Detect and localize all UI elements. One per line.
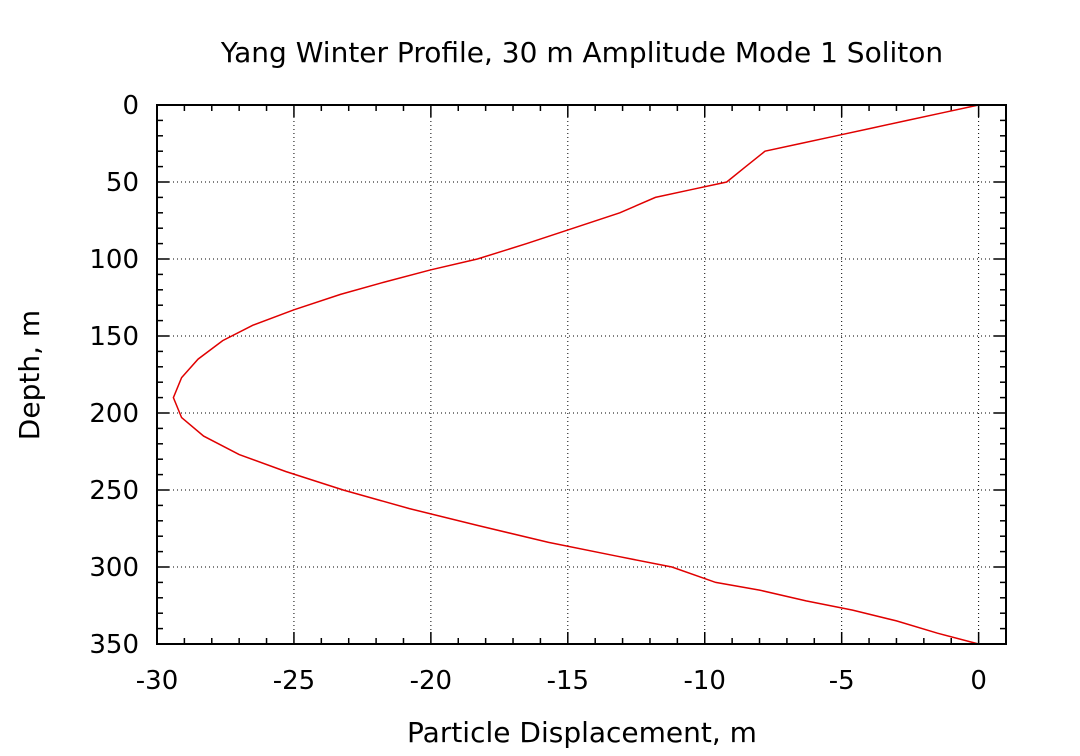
y-axis-label: Depth, m bbox=[13, 310, 46, 440]
y-tick-label: 300 bbox=[89, 553, 139, 583]
y-tick-labels: 0 50 100 150 200 250 300 350 bbox=[89, 91, 139, 660]
y-tick-label: 50 bbox=[106, 168, 139, 198]
plot-frame bbox=[156, 104, 1007, 645]
x-axis-label: Particle Displacement, m bbox=[407, 716, 757, 749]
x-tick-label: -5 bbox=[829, 666, 855, 696]
x-tick-label: -30 bbox=[136, 666, 178, 696]
x-tick-label: -10 bbox=[684, 666, 726, 696]
y-tick-label: 350 bbox=[89, 630, 139, 660]
x-tick-label: -15 bbox=[547, 666, 589, 696]
y-tick-label: 100 bbox=[89, 245, 139, 275]
y-tick-label: 0 bbox=[122, 91, 139, 121]
series-line-displacement bbox=[172, 104, 979, 645]
axis-ticks bbox=[156, 104, 1007, 645]
x-tick-label: -25 bbox=[273, 666, 315, 696]
x-tick-label: 0 bbox=[970, 666, 987, 696]
y-tick-label: 150 bbox=[89, 322, 139, 352]
grid bbox=[157, 105, 1006, 644]
x-tick-labels: -30 -25 -20 -15 -10 -5 0 bbox=[136, 666, 987, 696]
y-tick-label: 250 bbox=[89, 476, 139, 506]
y-tick-label: 200 bbox=[89, 399, 139, 429]
chart-title: Yang Winter Profile, 30 m Amplitude Mode… bbox=[220, 36, 943, 69]
x-tick-label: -20 bbox=[410, 666, 452, 696]
